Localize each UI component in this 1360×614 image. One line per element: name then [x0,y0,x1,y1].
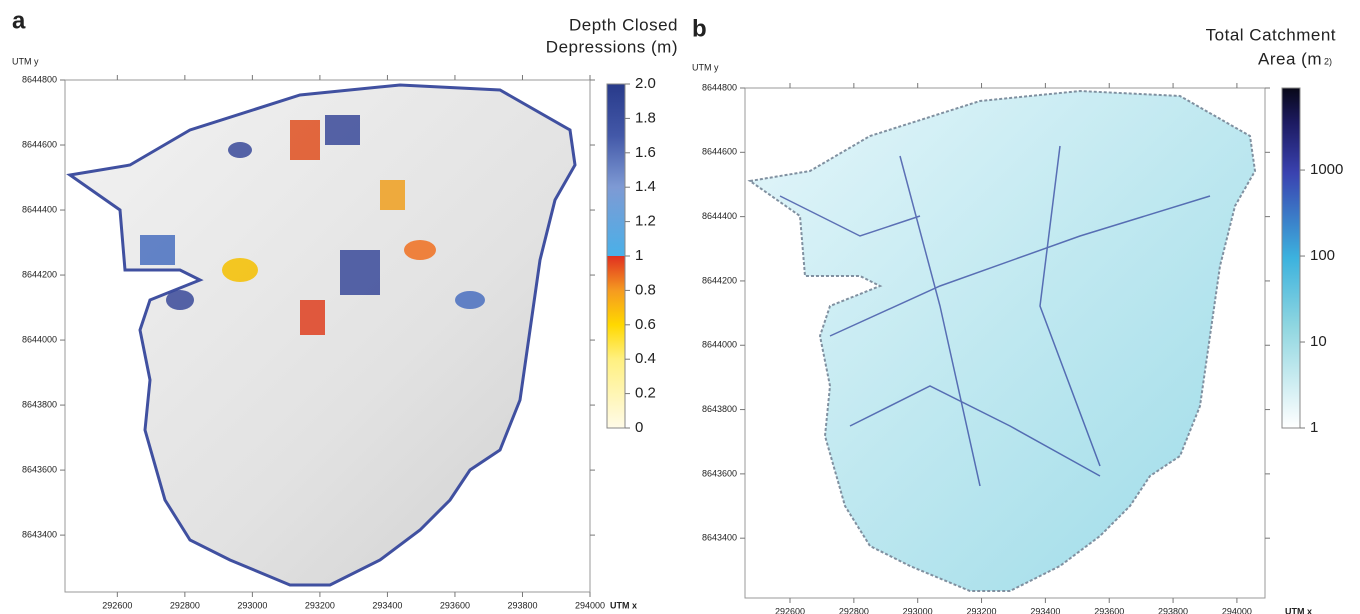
colorbar-tick-label: 0.2 [635,385,656,402]
y-tick-label: 8644800 [22,74,57,84]
x-tick-label: 294000 [1222,606,1252,614]
panel-label: a [12,7,26,34]
colorbar-tick-label: 1 [635,247,643,264]
colorbar-tick-label: 1.8 [635,109,656,126]
x-tick-label: 293800 [1158,606,1188,614]
y-tick-label: 8643800 [22,399,57,409]
colorbar-tick-label: 0 [635,419,643,436]
x-tick-label: 293400 [372,600,402,610]
y-tick-label: 8644600 [702,147,737,157]
y-tick-label: 8643400 [22,529,57,539]
figure: a 8644800 8644600 8644400 8644200 8644000 8643… [0,0,1360,614]
colorbar-tick-label: 0.8 [635,281,656,298]
x-tick-label: 293600 [440,600,470,610]
panel-label: b [692,15,707,42]
x-tick-label: 292600 [102,600,132,610]
colorbar-tick-label: 1.6 [635,144,656,161]
y-tick-label: 8643600 [702,468,737,478]
colorbar [607,84,625,428]
y-axis-label: UTM y [12,56,39,66]
y-tick-label: 8644000 [22,334,57,344]
colorbar-tick-label: 2.0 [635,75,656,92]
colorbar-tick-label: 0.6 [635,316,656,333]
colorbar [1282,88,1300,428]
x-tick-label: 293200 [305,600,335,610]
map-a [70,85,575,585]
colorbar-title: Depth Closed [569,15,678,34]
y-tick-label: 8644200 [22,269,57,279]
colorbar-tick-label: 10 [1310,333,1327,350]
x-axis-label: UTM x [610,600,637,610]
y-tick-label: 8643600 [22,464,57,474]
colorbar-title-sup: 2) [1324,56,1332,66]
x-tick-label: 293000 [237,600,267,610]
colorbar-title: Area (m [1258,49,1322,68]
y-tick-label: 8644600 [22,139,57,149]
x-tick-label: 293600 [1094,606,1124,614]
y-tick-label: 8644400 [702,211,737,221]
y-tick-label: 8644000 [702,340,737,350]
y-tick-label: 8643800 [702,404,737,414]
colorbar-title: Depressions (m) [546,37,678,56]
y-tick-label: 8644200 [702,275,737,285]
colorbar-title: Total Catchment [1206,25,1336,44]
colorbar-tick-label: 100 [1310,247,1335,264]
colorbar-tick-label: 1 [1310,419,1318,436]
x-tick-label: 293200 [967,606,997,614]
y-tick-label: 8643400 [702,533,737,543]
x-tick-label: 293800 [507,600,537,610]
x-tick-label: 292800 [839,606,869,614]
y-axis-label: UTM y [692,62,719,72]
colorbar-tick-label: 0.4 [635,350,656,367]
colorbar-tick-label: 1.4 [635,178,656,195]
x-axis-label: UTM x [1285,606,1312,614]
y-tick-label: 8644400 [22,204,57,214]
x-tick-label: 292600 [775,606,805,614]
x-tick-label: 293400 [1030,606,1060,614]
colorbar-tick-label: 1000 [1310,161,1343,178]
map-b [750,91,1255,591]
x-tick-label: 292800 [170,600,200,610]
colorbar-tick-label: 1.2 [635,213,656,230]
x-tick-label: 294000 [575,600,605,610]
y-tick-label: 8644800 [702,82,737,92]
x-tick-label: 293000 [903,606,933,614]
